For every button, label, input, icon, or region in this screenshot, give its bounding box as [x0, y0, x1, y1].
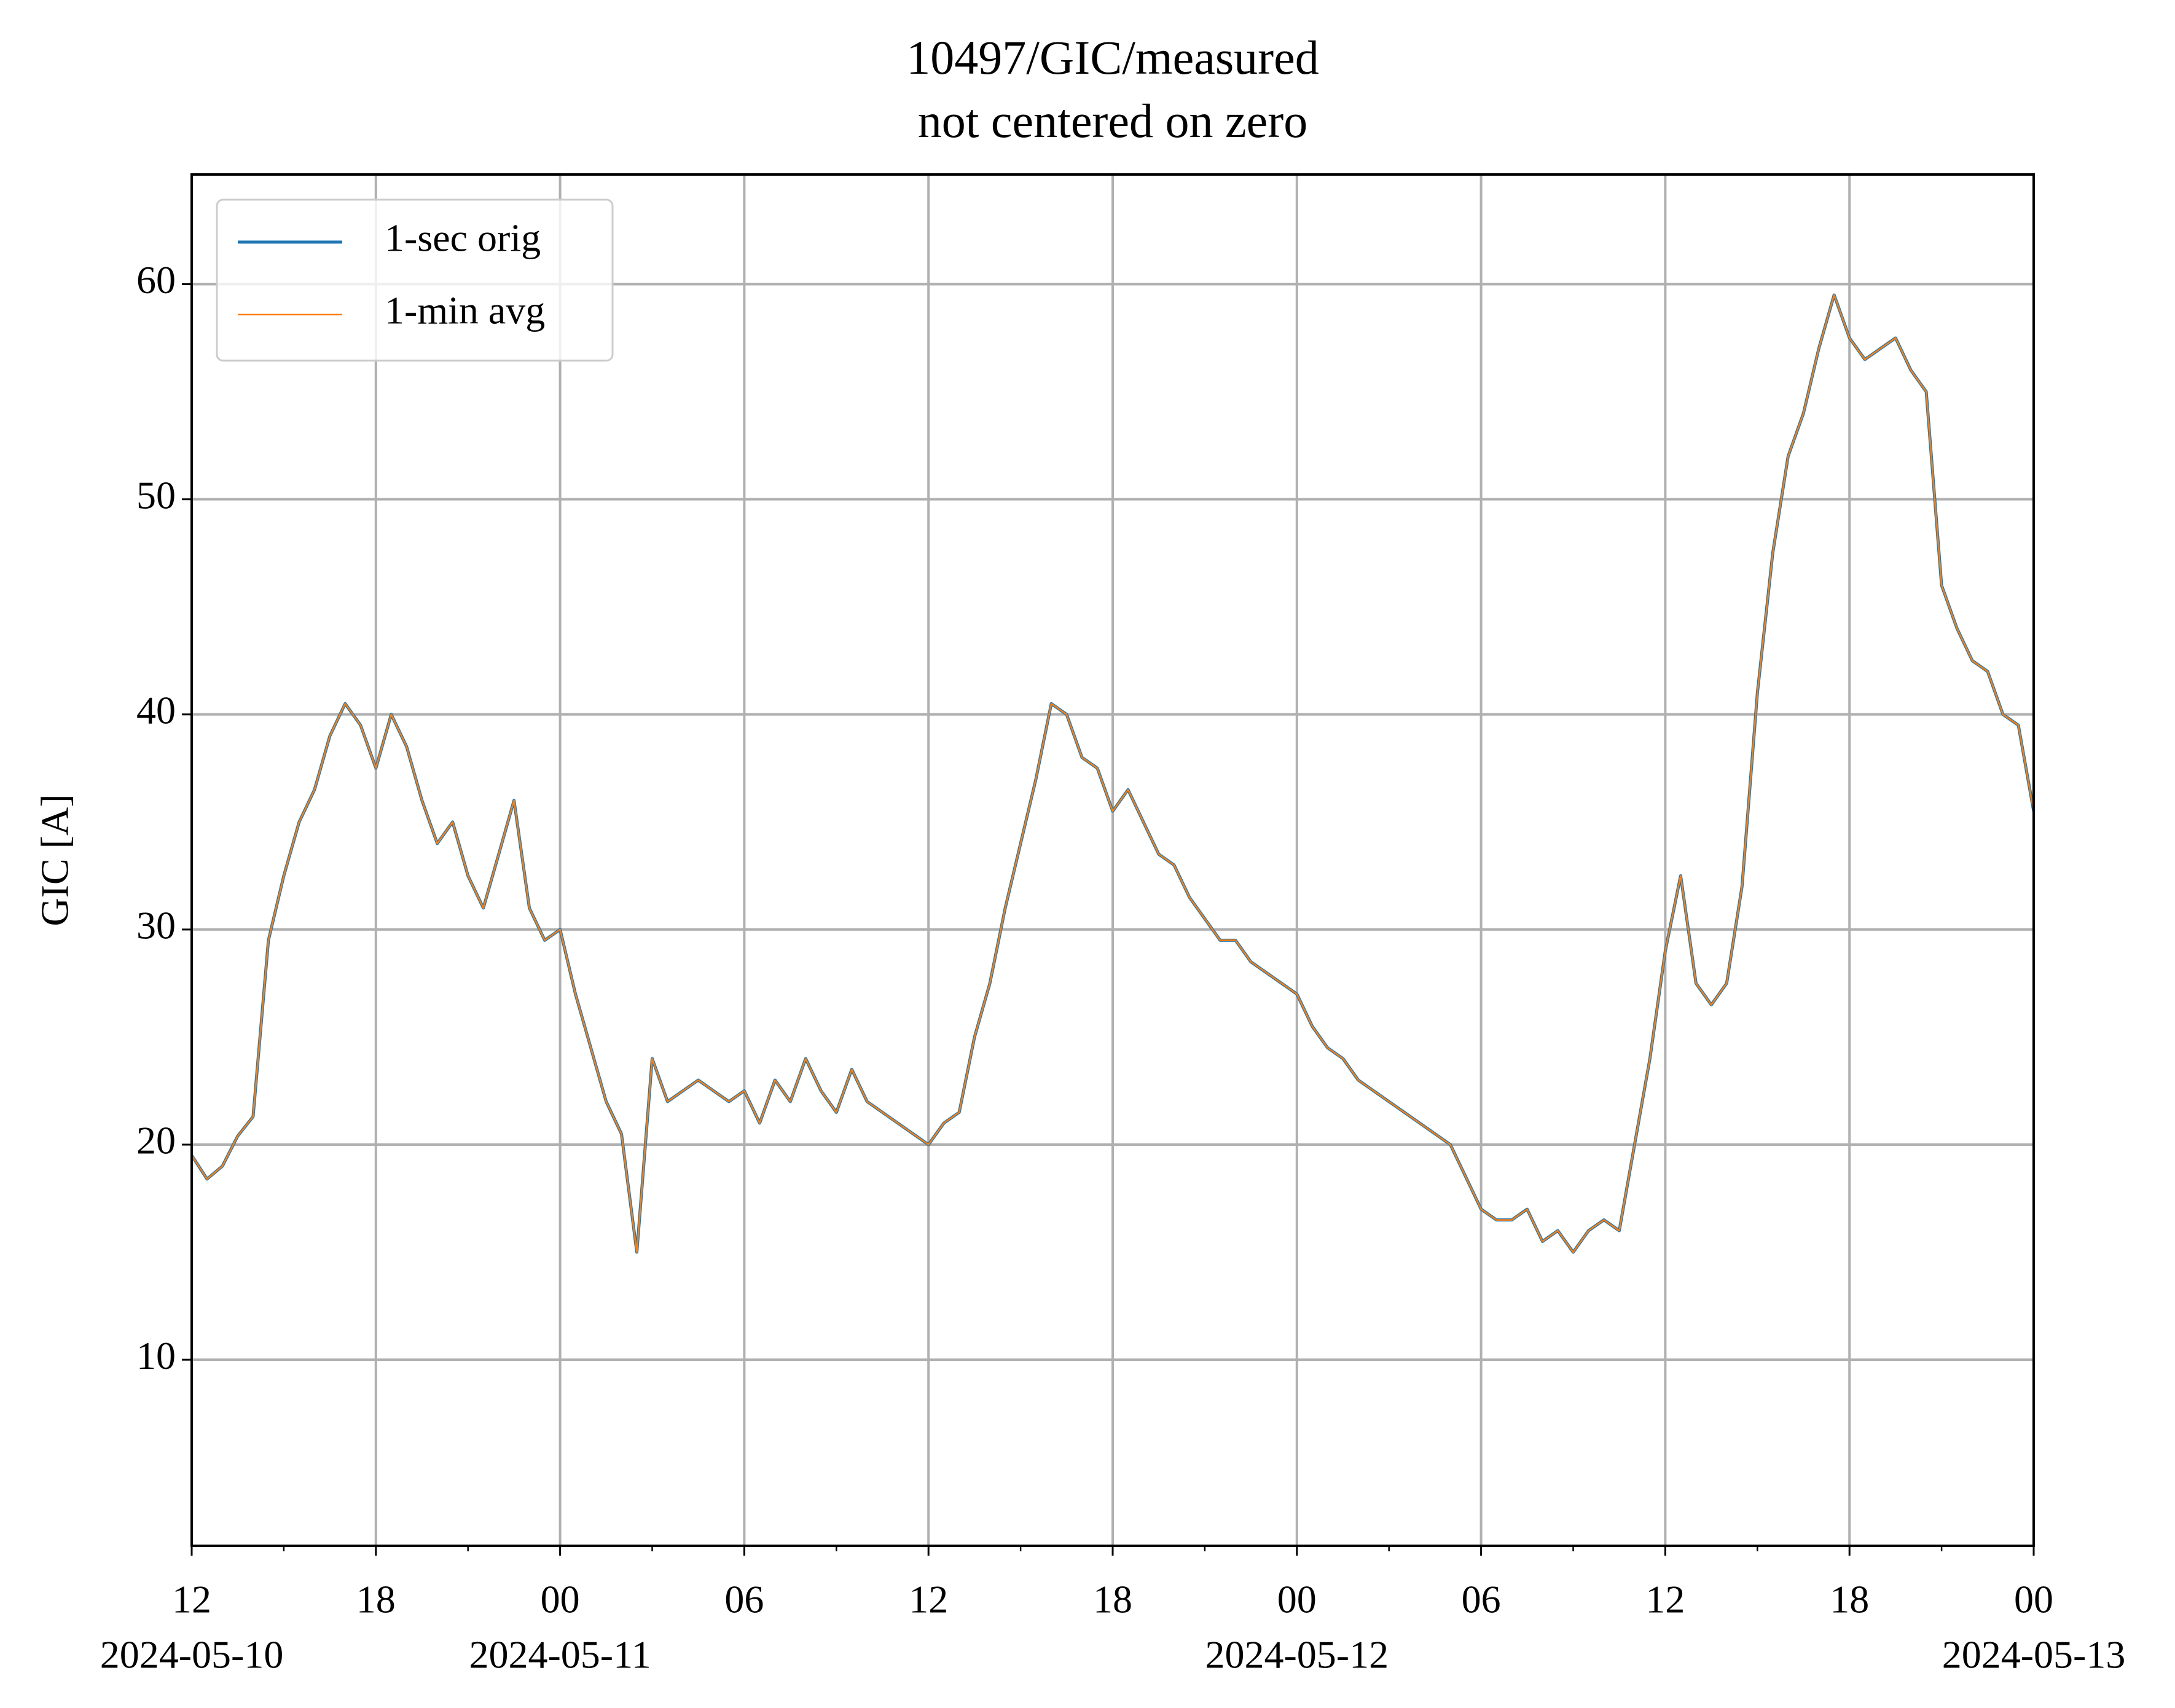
- x-tick-label: 12: [1645, 1578, 1685, 1621]
- x-date-label: 2024-05-13: [1942, 1633, 2126, 1677]
- x-tick-label: 06: [724, 1578, 764, 1621]
- x-tick-label: 18: [356, 1578, 396, 1621]
- series-line: [190, 294, 2035, 1253]
- plot-frame: [190, 173, 2035, 1547]
- y-tick-label: 20: [136, 1119, 176, 1162]
- y-tick-label: 30: [136, 904, 176, 947]
- x-tick-label: 00: [2014, 1578, 2053, 1621]
- y-axis-label: GIC [A]: [33, 794, 77, 926]
- x-date-label: 2024-05-12: [1205, 1633, 1389, 1677]
- x-tick-label: 06: [1462, 1578, 1501, 1621]
- legend-label: 1-sec orig: [385, 216, 541, 260]
- x-tick-label: 00: [1277, 1578, 1317, 1621]
- legend-box: [216, 198, 614, 362]
- legend-label: 1-min avg: [385, 289, 545, 332]
- y-tick-label: 50: [136, 473, 176, 517]
- x-date-label: 2024-05-11: [469, 1633, 651, 1677]
- chart-title: 10497/GIC/measured: [906, 31, 1319, 84]
- x-tick-label: 18: [1830, 1578, 1869, 1621]
- y-tick-label: 60: [136, 258, 176, 302]
- x-tick-label: 18: [1093, 1578, 1132, 1621]
- y-tick-label: 10: [136, 1334, 176, 1377]
- x-tick-label: 00: [541, 1578, 580, 1621]
- x-date-label: 2024-05-10: [100, 1633, 284, 1677]
- chart-subtitle: not centered on zero: [918, 94, 1308, 147]
- y-tick-label: 40: [136, 688, 176, 732]
- x-tick-label: 12: [172, 1578, 211, 1621]
- x-tick-label: 12: [909, 1578, 948, 1621]
